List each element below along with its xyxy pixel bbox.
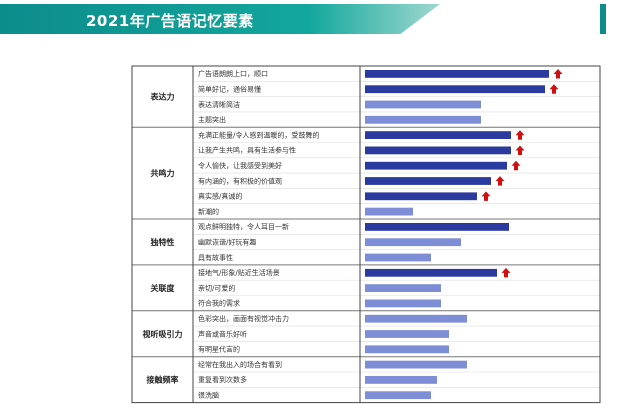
- bar: [365, 253, 431, 262]
- up-arrow-icon: [495, 176, 505, 186]
- item-label: 广告语朗朗上口，顺口: [198, 69, 268, 78]
- bar: [365, 146, 511, 155]
- item-label: 充满正能量/令人感到温暖的，受鼓舞的: [198, 130, 319, 139]
- table-frame: [131, 65, 601, 404]
- title-accent: [600, 4, 606, 34]
- item-label: 接地气/形象/贴近生活场景: [198, 268, 280, 277]
- item-label: 观点鲜明独特，令人耳目一新: [198, 222, 289, 231]
- item-label: 让我产生共鸣，具有生活参与性: [198, 146, 296, 155]
- title-banner: 2021年广告语记忆要素: [0, 4, 440, 34]
- item-label: 有明星代言的: [198, 345, 240, 354]
- item-label: 很洗脑: [198, 390, 219, 399]
- item-label: 声音或音乐好听: [198, 329, 247, 338]
- item-label: 色彩突出，画面有视觉冲击力: [198, 314, 289, 323]
- item-label: 表达清晰简洁: [198, 100, 240, 109]
- bar: [365, 330, 449, 338]
- category-label: 表达力: [150, 92, 175, 102]
- bar: [365, 131, 511, 139]
- category-label: 独特性: [150, 237, 175, 247]
- item-label: 令人愉快，让我感受到美好: [198, 161, 282, 170]
- item-label: 主题突出: [198, 115, 226, 124]
- bar: [365, 376, 437, 384]
- page-title: 2021年广告语记忆要素: [86, 12, 254, 30]
- bar: [365, 115, 481, 124]
- up-arrow-icon: [549, 84, 559, 94]
- bar: [365, 161, 507, 170]
- item-label: 具有故事性: [198, 253, 233, 262]
- up-arrow-icon: [511, 160, 521, 171]
- bar: [365, 238, 461, 247]
- item-label: 亲切/可爱的: [198, 283, 235, 292]
- bar: [365, 207, 413, 216]
- bar: [365, 314, 467, 323]
- item-label: 有内涵的，有积极的价值观: [198, 176, 282, 185]
- up-arrow-icon: [553, 69, 563, 79]
- item-label: 符合我的需求: [198, 299, 240, 308]
- bar: [365, 85, 545, 94]
- bar: [365, 70, 549, 78]
- item-label: 简单好记，通俗易懂: [198, 84, 261, 93]
- bar: [365, 268, 497, 277]
- item-label: 新潮的: [198, 207, 219, 216]
- bar: [365, 223, 509, 231]
- category-label: 接触频率: [147, 375, 179, 385]
- item-label: 经常在我出入的场合有看到: [198, 360, 282, 369]
- bar: [365, 391, 431, 400]
- category-label: 视听吸引力: [143, 329, 183, 339]
- up-arrow-icon: [515, 130, 525, 140]
- bar: [365, 345, 449, 354]
- item-label: 幽默诙谐/好玩有趣: [198, 237, 256, 246]
- bar: [365, 284, 441, 292]
- category-label: 关联度: [151, 283, 176, 293]
- up-arrow-icon: [501, 267, 511, 278]
- bar: [365, 177, 491, 185]
- bar: [365, 100, 481, 109]
- bar: [365, 192, 477, 201]
- item-label: 真实感/真诚的: [198, 192, 242, 201]
- up-arrow-icon: [481, 191, 491, 201]
- bar: [365, 360, 467, 369]
- bar: [365, 299, 441, 308]
- up-arrow-icon: [515, 145, 525, 155]
- item-label: 重复看到次数多: [198, 375, 247, 384]
- category-label: 共鸣力: [151, 168, 175, 178]
